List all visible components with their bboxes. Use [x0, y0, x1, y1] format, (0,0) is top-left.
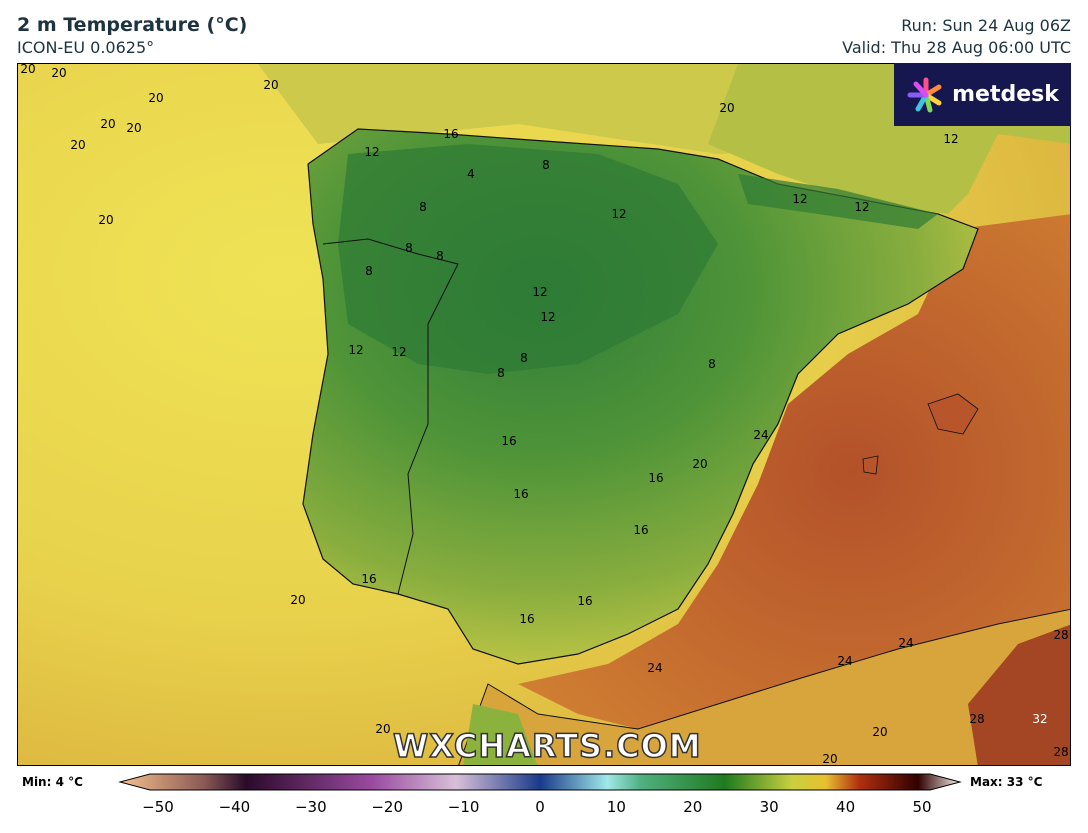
valid-time: Valid: Thu 28 Aug 06:00 UTC	[842, 38, 1071, 57]
contour-label: 20	[719, 101, 734, 115]
contour-label: 8	[520, 351, 528, 365]
iberia-interior-cool	[338, 144, 718, 374]
colorbar-ramp	[118, 773, 962, 791]
contour-label: 20	[98, 213, 113, 227]
colorbar-tick: −40	[218, 798, 251, 816]
logo-text: metdesk	[952, 82, 1059, 107]
chart-title: 2 m Temperature (°C)	[17, 14, 248, 36]
contour-label: 20	[375, 722, 390, 736]
colorbar-max: Max: 33 °C	[970, 775, 1043, 789]
contour-label: 8	[497, 366, 505, 380]
watermark: WXCHARTS.COM	[392, 726, 702, 766]
contour-label: 20	[51, 66, 66, 80]
contour-label: 20	[126, 121, 141, 135]
colorbar-min: Min: 4 °C	[22, 775, 83, 789]
contour-label: 16	[633, 523, 648, 537]
contour-label: 24	[898, 636, 913, 650]
contour-label: 28	[1053, 628, 1068, 642]
colorbar-tick: −50	[142, 798, 174, 816]
balearic-islands	[862, 393, 979, 475]
contour-label: 20	[290, 593, 305, 607]
contour-label: 20	[692, 457, 707, 471]
contour-label: 20	[263, 78, 278, 92]
model-name: ICON-EU 0.0625°	[17, 38, 155, 57]
contour-label: 16	[501, 434, 516, 448]
contour-label: 8	[365, 264, 373, 278]
metdesk-flower-icon	[907, 77, 942, 112]
mediterranean-sea	[518, 214, 1070, 729]
colorbar-tick: −10	[447, 798, 480, 816]
contour-label: 4	[467, 167, 475, 181]
contour-label: 12	[792, 192, 807, 206]
colorbar-tick: 30	[759, 798, 779, 816]
colorbar-tick: 20	[683, 798, 703, 816]
africa-land	[458, 608, 1070, 765]
contour-label: 24	[647, 661, 662, 675]
africa-cool-zone	[463, 704, 538, 765]
contour-label: 16	[361, 572, 376, 586]
contour-label: 16	[443, 127, 458, 141]
colorbar-tick: −20	[371, 798, 404, 816]
colorbar-tick: 10	[606, 798, 626, 816]
contour-label: 8	[436, 249, 444, 263]
colorbar-tick: 40	[836, 798, 856, 816]
colorbar	[118, 773, 962, 791]
contour-label: 16	[513, 487, 528, 501]
contour-label: 20	[872, 725, 887, 739]
run-time: Run: Sun 24 Aug 06Z	[901, 16, 1071, 35]
contour-label: 28	[969, 712, 984, 726]
portugal-border	[322, 238, 459, 595]
contour-label: 8	[542, 158, 550, 172]
contour-label: 12	[611, 207, 626, 221]
map-svg: 20 20 20 20 20 20 20 20 20 16 12 4 8 8 8 8 8 12 12 12 12 12 8 8…	[18, 64, 1070, 766]
contour-label: 8	[419, 200, 427, 214]
africa-hot-zone	[968, 624, 1070, 765]
pyrenees-cool	[738, 174, 938, 229]
contour-label: 16	[577, 594, 592, 608]
contour-label: 12	[348, 343, 363, 357]
contour-label: 20	[70, 138, 85, 152]
temperature-map[interactable]: 20 20 20 20 20 20 20 20 20 16 12 4 8 8 8 8 8 12 12 12 12 12 8 8…	[17, 63, 1071, 766]
contour-label: 12	[943, 132, 958, 146]
metdesk-logo: metdesk	[894, 63, 1071, 126]
contour-label: 20	[822, 752, 837, 766]
contour-label: 12	[532, 285, 547, 299]
contour-label: 24	[837, 654, 852, 668]
contour-label: 16	[519, 612, 534, 626]
colorbar-tick: −30	[294, 798, 327, 816]
contour-label: 12	[364, 145, 379, 159]
contour-label: 20	[100, 117, 115, 131]
contour-label: 16	[648, 471, 663, 485]
contour-label: 28	[1053, 745, 1068, 759]
contour-label: 20	[148, 91, 163, 105]
contour-label: 32	[1032, 712, 1047, 726]
contour-label: 24	[753, 428, 768, 442]
contour-label: 12	[391, 345, 406, 359]
contour-label: 12	[854, 200, 869, 214]
contour-labels: 20 20 20 20 20 20 20 20 20 16 12 4 8 8 8 8 8 12 12 12 12 12 8 8…	[20, 64, 1068, 766]
contour-label: 8	[708, 357, 716, 371]
colorbar-tick: 0	[535, 798, 545, 816]
contour-label: 12	[540, 310, 555, 324]
colorbar-tick: 50	[912, 798, 932, 816]
contour-label: 20	[20, 64, 35, 76]
contour-label: 8	[405, 241, 413, 255]
